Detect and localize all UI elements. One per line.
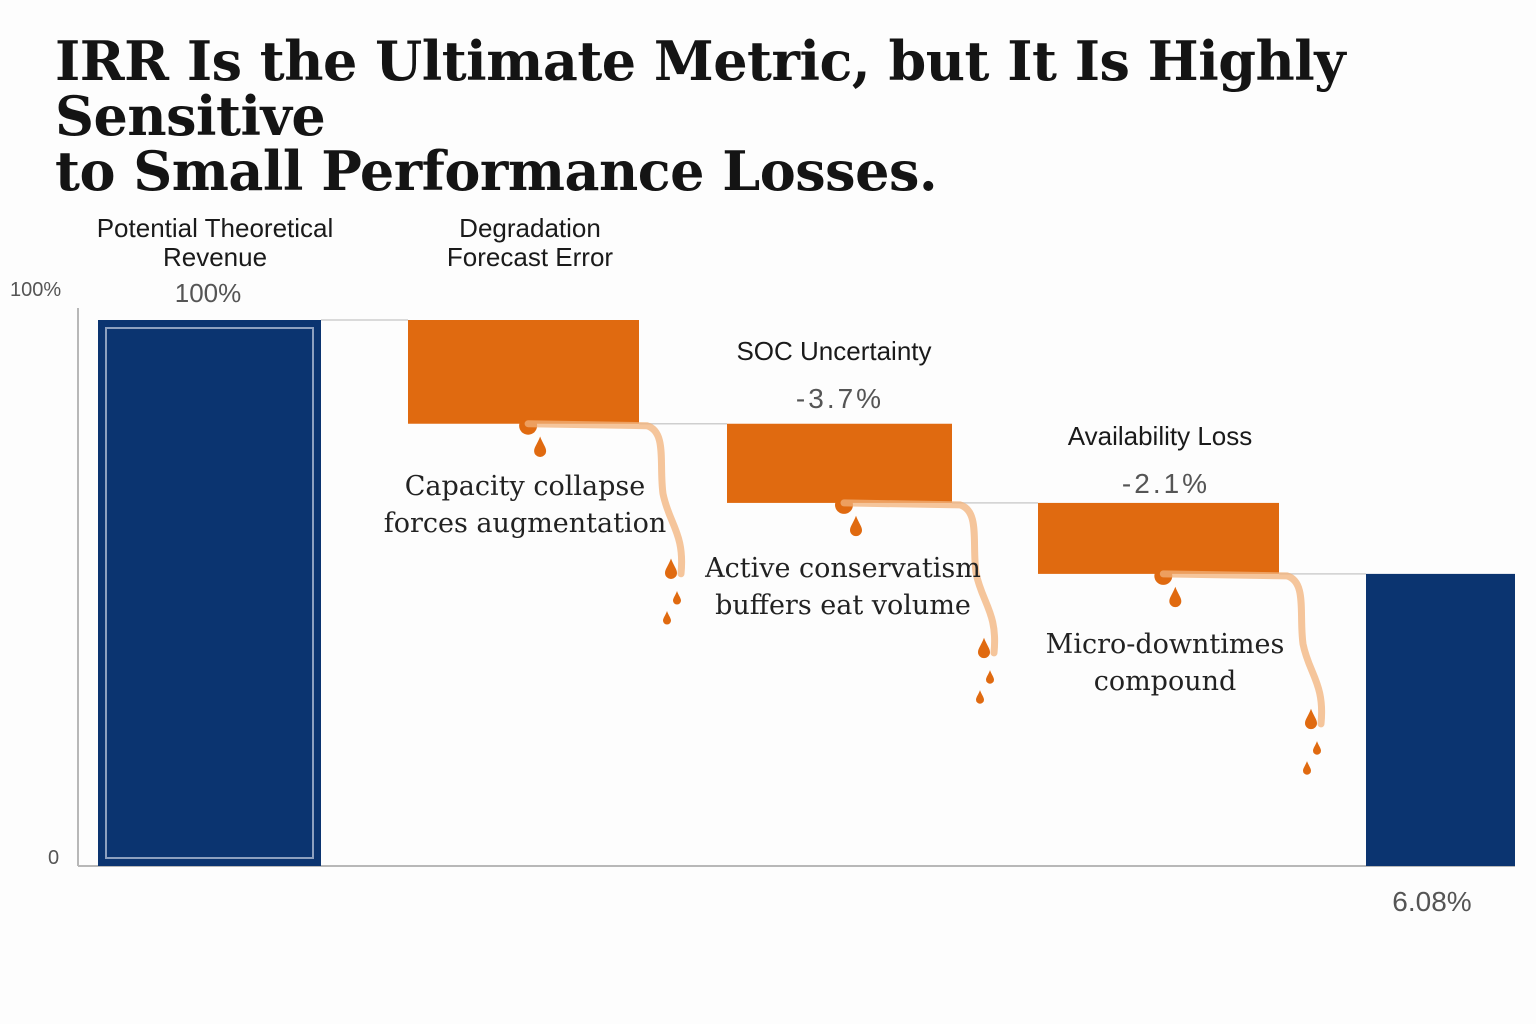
drip-trail-3 <box>840 499 999 657</box>
loss-bar-3 <box>727 423 952 503</box>
chart-title-line-2: to Small Performance Losses. <box>55 139 938 203</box>
category-label-4-line-1: Availability Loss <box>1068 421 1253 451</box>
annotation-4-line-2: compound <box>1094 666 1237 697</box>
total-bar-1 <box>98 320 321 866</box>
category-label-2-line-2: Forecast Error <box>447 242 613 272</box>
y-tick-label-1: 0 <box>48 847 59 869</box>
annotation-2-line-1: Capacity collapse <box>405 471 645 502</box>
drip-drop-3-c <box>986 670 994 684</box>
drip-drop-2-d <box>663 610 671 625</box>
value-label-3: -3.7% <box>796 383 884 414</box>
loss-bar-2 <box>408 320 639 424</box>
drip-drop-2-b <box>665 558 677 579</box>
loss-bar-4 <box>1038 502 1279 574</box>
drip-drop-4-a <box>1169 586 1182 608</box>
drip-trail-4 <box>1159 570 1326 728</box>
value-label-4: -2.1% <box>1122 468 1210 499</box>
chart-title-line-1: IRR Is the Ultimate Metric, but It Is Hi… <box>55 29 1346 148</box>
annotation-2-line-2: forces augmentation <box>384 508 667 539</box>
drip-trail-2 <box>524 420 686 578</box>
total-bar-inner-frame <box>105 327 314 859</box>
value-label-1: 100% <box>175 278 242 308</box>
category-label-3-line-1: SOC Uncertainty <box>736 336 931 366</box>
y-tick-label-0: 100% <box>10 279 61 301</box>
category-label-1-line-2: Revenue <box>163 242 267 272</box>
drip-drop-2-c <box>673 590 681 605</box>
drip-drop-2-a <box>534 436 547 457</box>
drip-drop-4-d <box>1303 761 1311 775</box>
drip-drop-3-b <box>978 637 990 659</box>
drip-drop-3-a <box>850 515 862 537</box>
annotation-3-line-2: buffers eat volume <box>715 590 971 621</box>
category-label-1-line-1: Potential Theoretical <box>97 213 334 243</box>
total-bar-5 <box>1366 573 1515 866</box>
category-label-2-line-1: Degradation <box>459 213 601 243</box>
annotation-3-line-1: Active conservatism <box>704 553 981 584</box>
value-label-5: 6.08% <box>1392 886 1471 917</box>
chart-title: IRR Is the Ultimate Metric, but It Is Hi… <box>55 34 1515 199</box>
drip-drop-4-c <box>1313 741 1321 755</box>
drip-drop-3-d <box>976 690 984 704</box>
annotation-4-line-1: Micro-downtimes <box>1046 629 1285 660</box>
drip-drop-4-b <box>1305 708 1317 730</box>
